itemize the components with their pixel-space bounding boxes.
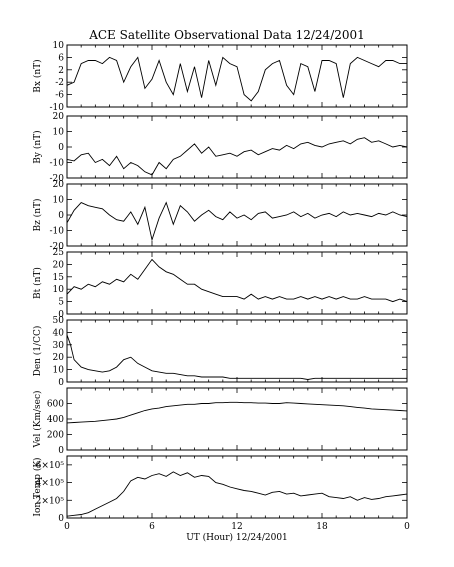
y-tick-label: 20 [53,180,65,190]
y-tick-label: -10 [50,103,65,113]
y-tick-label: 10 [53,285,65,295]
x-tick-label: 12 [231,522,242,532]
panel-frame-2 [66,183,408,247]
y-tick-label: -2 [55,78,64,88]
y-axis-label: Bt (nT) [32,267,43,299]
y-tick-label: 200 [47,431,64,441]
y-axis-label: Ion Temp (K) [32,457,43,516]
y-axis-label: Bz (nT) [32,198,43,231]
y-axis-label: Vel (Km/sec) [32,390,43,448]
y-tick-label: 30 [53,341,65,351]
chart-title: ACE Satellite Observational Data 12/24/2… [89,28,365,42]
series-line-4 [66,334,407,380]
y-axis-label: Bx (nT) [32,59,43,92]
y-tick-label: 10 [53,128,65,138]
y-tick-label: -20 [50,242,65,252]
y-tick-label: 6 [58,53,64,63]
y-tick-label: 0 [58,514,64,524]
series-line-5 [66,401,408,424]
panel-frame-1 [66,115,408,179]
x-tick-label: 0 [64,522,70,532]
y-tick-label: 5 [58,298,64,308]
y-tick-label: 10 [53,196,65,206]
y-tick-label: 6×10⁵ [36,461,65,471]
y-tick-label: 20 [53,112,65,122]
x-tick-label: 18 [316,522,328,532]
y-tick-label: 40 [53,328,65,338]
y-axis-label: Den (1/CC) [32,326,43,377]
y-tick-label: 2×10⁵ [36,496,65,506]
series-line-6 [66,471,408,517]
y-tick-label: 0 [58,378,64,388]
y-tick-label: 15 [53,273,65,283]
y-tick-label: 50 [53,316,65,326]
y-tick-label: 10 [53,41,65,51]
y-tick-label: 20 [53,353,65,363]
series-line-3 [66,258,408,303]
panel-frame-0 [66,44,408,108]
y-tick-label: 25 [53,248,65,258]
series-line-1 [66,137,408,176]
y-tick-label: -6 [55,91,64,101]
x-axis-label: UT (Hour) 12/24/2001 [186,532,288,543]
y-tick-label: 20 [53,260,65,270]
x-tick-label: 6 [149,522,155,532]
y-tick-label: 0 [58,211,64,221]
series-line-2 [66,201,408,242]
y-tick-label: 4×10⁵ [36,479,65,489]
panel-frame-4 [66,319,408,383]
panel-frame-3 [66,251,408,315]
x-tick-label: 0 [404,522,410,532]
series-line-0 [66,56,407,102]
y-tick-label: -20 [50,174,65,184]
y-tick-label: 0 [58,310,64,320]
panel-frame-6 [66,455,408,519]
y-tick-label: 400 [47,415,64,425]
y-tick-label: 0 [58,143,64,153]
y-axis-label: By (nT) [32,130,43,163]
y-tick-label: 10 [53,366,65,376]
y-tick-label: -10 [50,227,65,237]
y-tick-label: 0 [58,446,64,456]
y-tick-label: -10 [50,159,65,169]
y-tick-label: 600 [47,400,64,410]
y-tick-label: 2 [58,66,64,76]
